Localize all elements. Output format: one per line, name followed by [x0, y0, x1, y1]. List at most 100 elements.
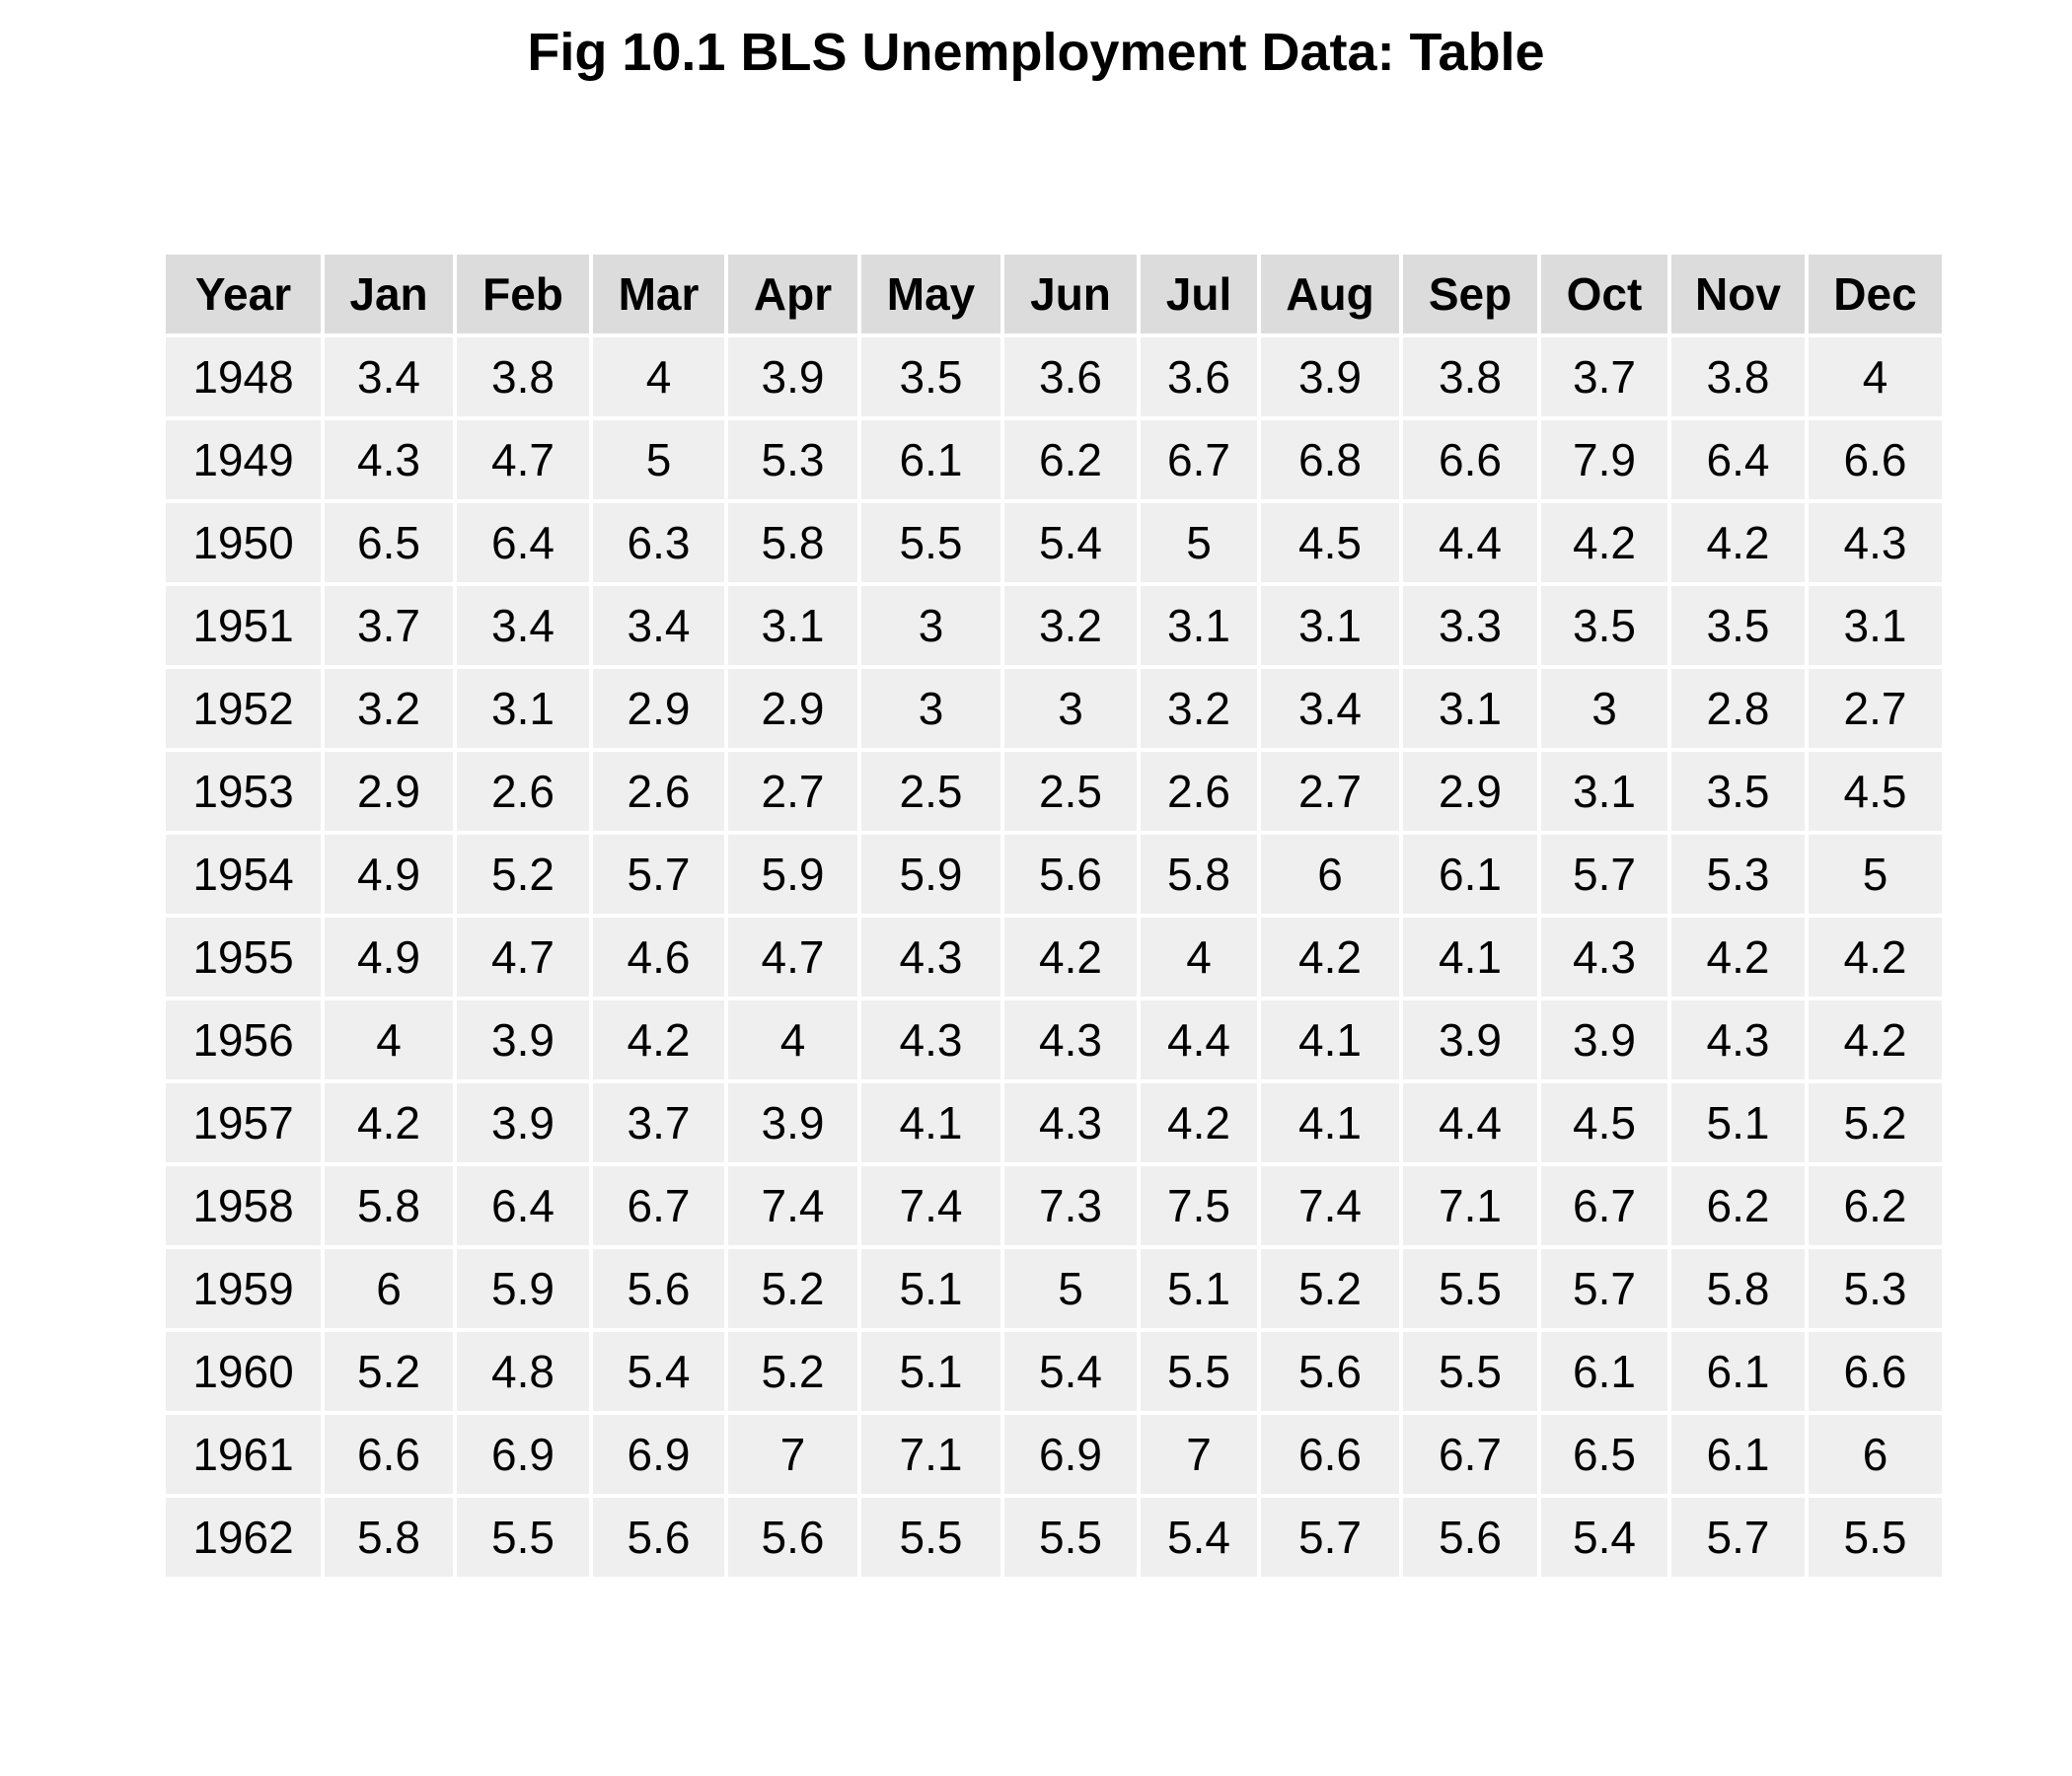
- year-cell: 1962: [166, 1498, 321, 1577]
- value-cell: 3.3: [1403, 586, 1537, 665]
- value-cell: 5.8: [1671, 1249, 1805, 1328]
- table-row: 1957 4.2 3.9 3.7 3.9 4.1 4.3 4.2 4.1 4.4 4.5 5.1 5.2: [166, 1083, 1942, 1162]
- column-header-mar: Mar: [593, 255, 724, 333]
- value-cell: 3.7: [1541, 337, 1667, 416]
- value-cell: 7.5: [1141, 1166, 1257, 1245]
- value-cell: 3.2: [1004, 586, 1137, 665]
- value-cell: 5: [1141, 503, 1257, 582]
- value-cell: 3.9: [457, 1083, 589, 1162]
- value-cell: 2.6: [593, 752, 724, 831]
- value-cell: 3.9: [457, 1000, 589, 1079]
- value-cell: 4.3: [325, 420, 453, 499]
- value-cell: 3.9: [728, 1083, 857, 1162]
- year-cell: 1955: [166, 918, 321, 997]
- value-cell: 5.7: [1261, 1498, 1399, 1577]
- value-cell: 3: [861, 669, 1000, 748]
- value-cell: 6.8: [1261, 420, 1399, 499]
- table-body: 1948 3.4 3.8 4 3.9 3.5 3.6 3.6 3.9 3.8 3.7 3.8 4 1949…: [166, 337, 1942, 1577]
- value-cell: 5.1: [861, 1332, 1000, 1411]
- value-cell: 4.2: [1541, 503, 1667, 582]
- value-cell: 3.1: [1141, 586, 1257, 665]
- value-cell: 4.9: [325, 918, 453, 997]
- value-cell: 4.3: [861, 1000, 1000, 1079]
- data-table-container: Year Jan Feb Mar Apr May Jun Jul Aug Sep Oct Nov Dec…: [162, 251, 1946, 1581]
- year-cell: 1953: [166, 752, 321, 831]
- value-cell: 3.6: [1004, 337, 1137, 416]
- value-cell: 6.1: [1671, 1415, 1805, 1494]
- year-cell: 1949: [166, 420, 321, 499]
- value-cell: 6.7: [593, 1166, 724, 1245]
- year-cell: 1957: [166, 1083, 321, 1162]
- value-cell: 2.6: [1141, 752, 1257, 831]
- value-cell: 3.8: [1403, 337, 1537, 416]
- value-cell: 3.5: [1541, 586, 1667, 665]
- value-cell: 5.8: [728, 503, 857, 582]
- value-cell: 6.6: [1809, 1332, 1942, 1411]
- value-cell: 5.2: [728, 1249, 857, 1328]
- column-header-sep: Sep: [1403, 255, 1537, 333]
- value-cell: 4.6: [593, 918, 724, 997]
- table-header-row: Year Jan Feb Mar Apr May Jun Jul Aug Sep Oct Nov Dec: [166, 255, 1942, 333]
- value-cell: 4: [325, 1000, 453, 1079]
- value-cell: 5.2: [325, 1332, 453, 1411]
- value-cell: 3.1: [1809, 586, 1942, 665]
- value-cell: 2.5: [1004, 752, 1137, 831]
- value-cell: 3.5: [861, 337, 1000, 416]
- value-cell: 5.8: [325, 1498, 453, 1577]
- column-header-nov: Nov: [1671, 255, 1805, 333]
- column-header-feb: Feb: [457, 255, 589, 333]
- value-cell: 4.2: [1671, 503, 1805, 582]
- value-cell: 3.7: [325, 586, 453, 665]
- value-cell: 6.4: [457, 1166, 589, 1245]
- value-cell: 5.5: [1004, 1498, 1137, 1577]
- value-cell: 4.2: [1261, 918, 1399, 997]
- value-cell: 6.1: [1403, 835, 1537, 914]
- value-cell: 3.2: [325, 669, 453, 748]
- column-header-jun: Jun: [1004, 255, 1137, 333]
- value-cell: 5.7: [1541, 835, 1667, 914]
- value-cell: 2.6: [457, 752, 589, 831]
- value-cell: 6.2: [1809, 1166, 1942, 1245]
- value-cell: 4.3: [1004, 1000, 1137, 1079]
- value-cell: 3.9: [1403, 1000, 1537, 1079]
- column-header-oct: Oct: [1541, 255, 1667, 333]
- value-cell: 2.9: [593, 669, 724, 748]
- value-cell: 6.7: [1141, 420, 1257, 499]
- value-cell: 6.6: [1261, 1415, 1399, 1494]
- value-cell: 5.8: [1141, 835, 1257, 914]
- value-cell: 7.1: [1403, 1166, 1537, 1245]
- year-cell: 1951: [166, 586, 321, 665]
- value-cell: 2.5: [861, 752, 1000, 831]
- value-cell: 5.4: [1541, 1498, 1667, 1577]
- value-cell: 3: [1004, 669, 1137, 748]
- value-cell: 5.4: [1004, 1332, 1137, 1411]
- value-cell: 5.9: [861, 835, 1000, 914]
- value-cell: 4.7: [728, 918, 857, 997]
- year-cell: 1958: [166, 1166, 321, 1245]
- value-cell: 5.2: [457, 835, 589, 914]
- column-header-year: Year: [166, 255, 321, 333]
- value-cell: 6.1: [861, 420, 1000, 499]
- value-cell: 4: [728, 1000, 857, 1079]
- value-cell: 6: [325, 1249, 453, 1328]
- value-cell: 3.5: [1671, 752, 1805, 831]
- value-cell: 4.1: [1261, 1000, 1399, 1079]
- column-header-may: May: [861, 255, 1000, 333]
- value-cell: 2.8: [1671, 669, 1805, 748]
- year-cell: 1948: [166, 337, 321, 416]
- value-cell: 2.7: [1809, 669, 1942, 748]
- table-row: 1958 5.8 6.4 6.7 7.4 7.4 7.3 7.5 7.4 7.1 6.7 6.2 6.2: [166, 1166, 1942, 1245]
- value-cell: 3.5: [1671, 586, 1805, 665]
- year-cell: 1956: [166, 1000, 321, 1079]
- value-cell: 4.2: [1004, 918, 1137, 997]
- value-cell: 5.7: [593, 835, 724, 914]
- value-cell: 5: [1004, 1249, 1137, 1328]
- unemployment-table: Year Jan Feb Mar Apr May Jun Jul Aug Sep Oct Nov Dec…: [162, 251, 1946, 1581]
- value-cell: 4.2: [593, 1000, 724, 1079]
- value-cell: 3.1: [1261, 586, 1399, 665]
- value-cell: 2.7: [728, 752, 857, 831]
- value-cell: 3.1: [457, 669, 589, 748]
- value-cell: 5.3: [728, 420, 857, 499]
- value-cell: 2.9: [1403, 752, 1537, 831]
- value-cell: 3.4: [325, 337, 453, 416]
